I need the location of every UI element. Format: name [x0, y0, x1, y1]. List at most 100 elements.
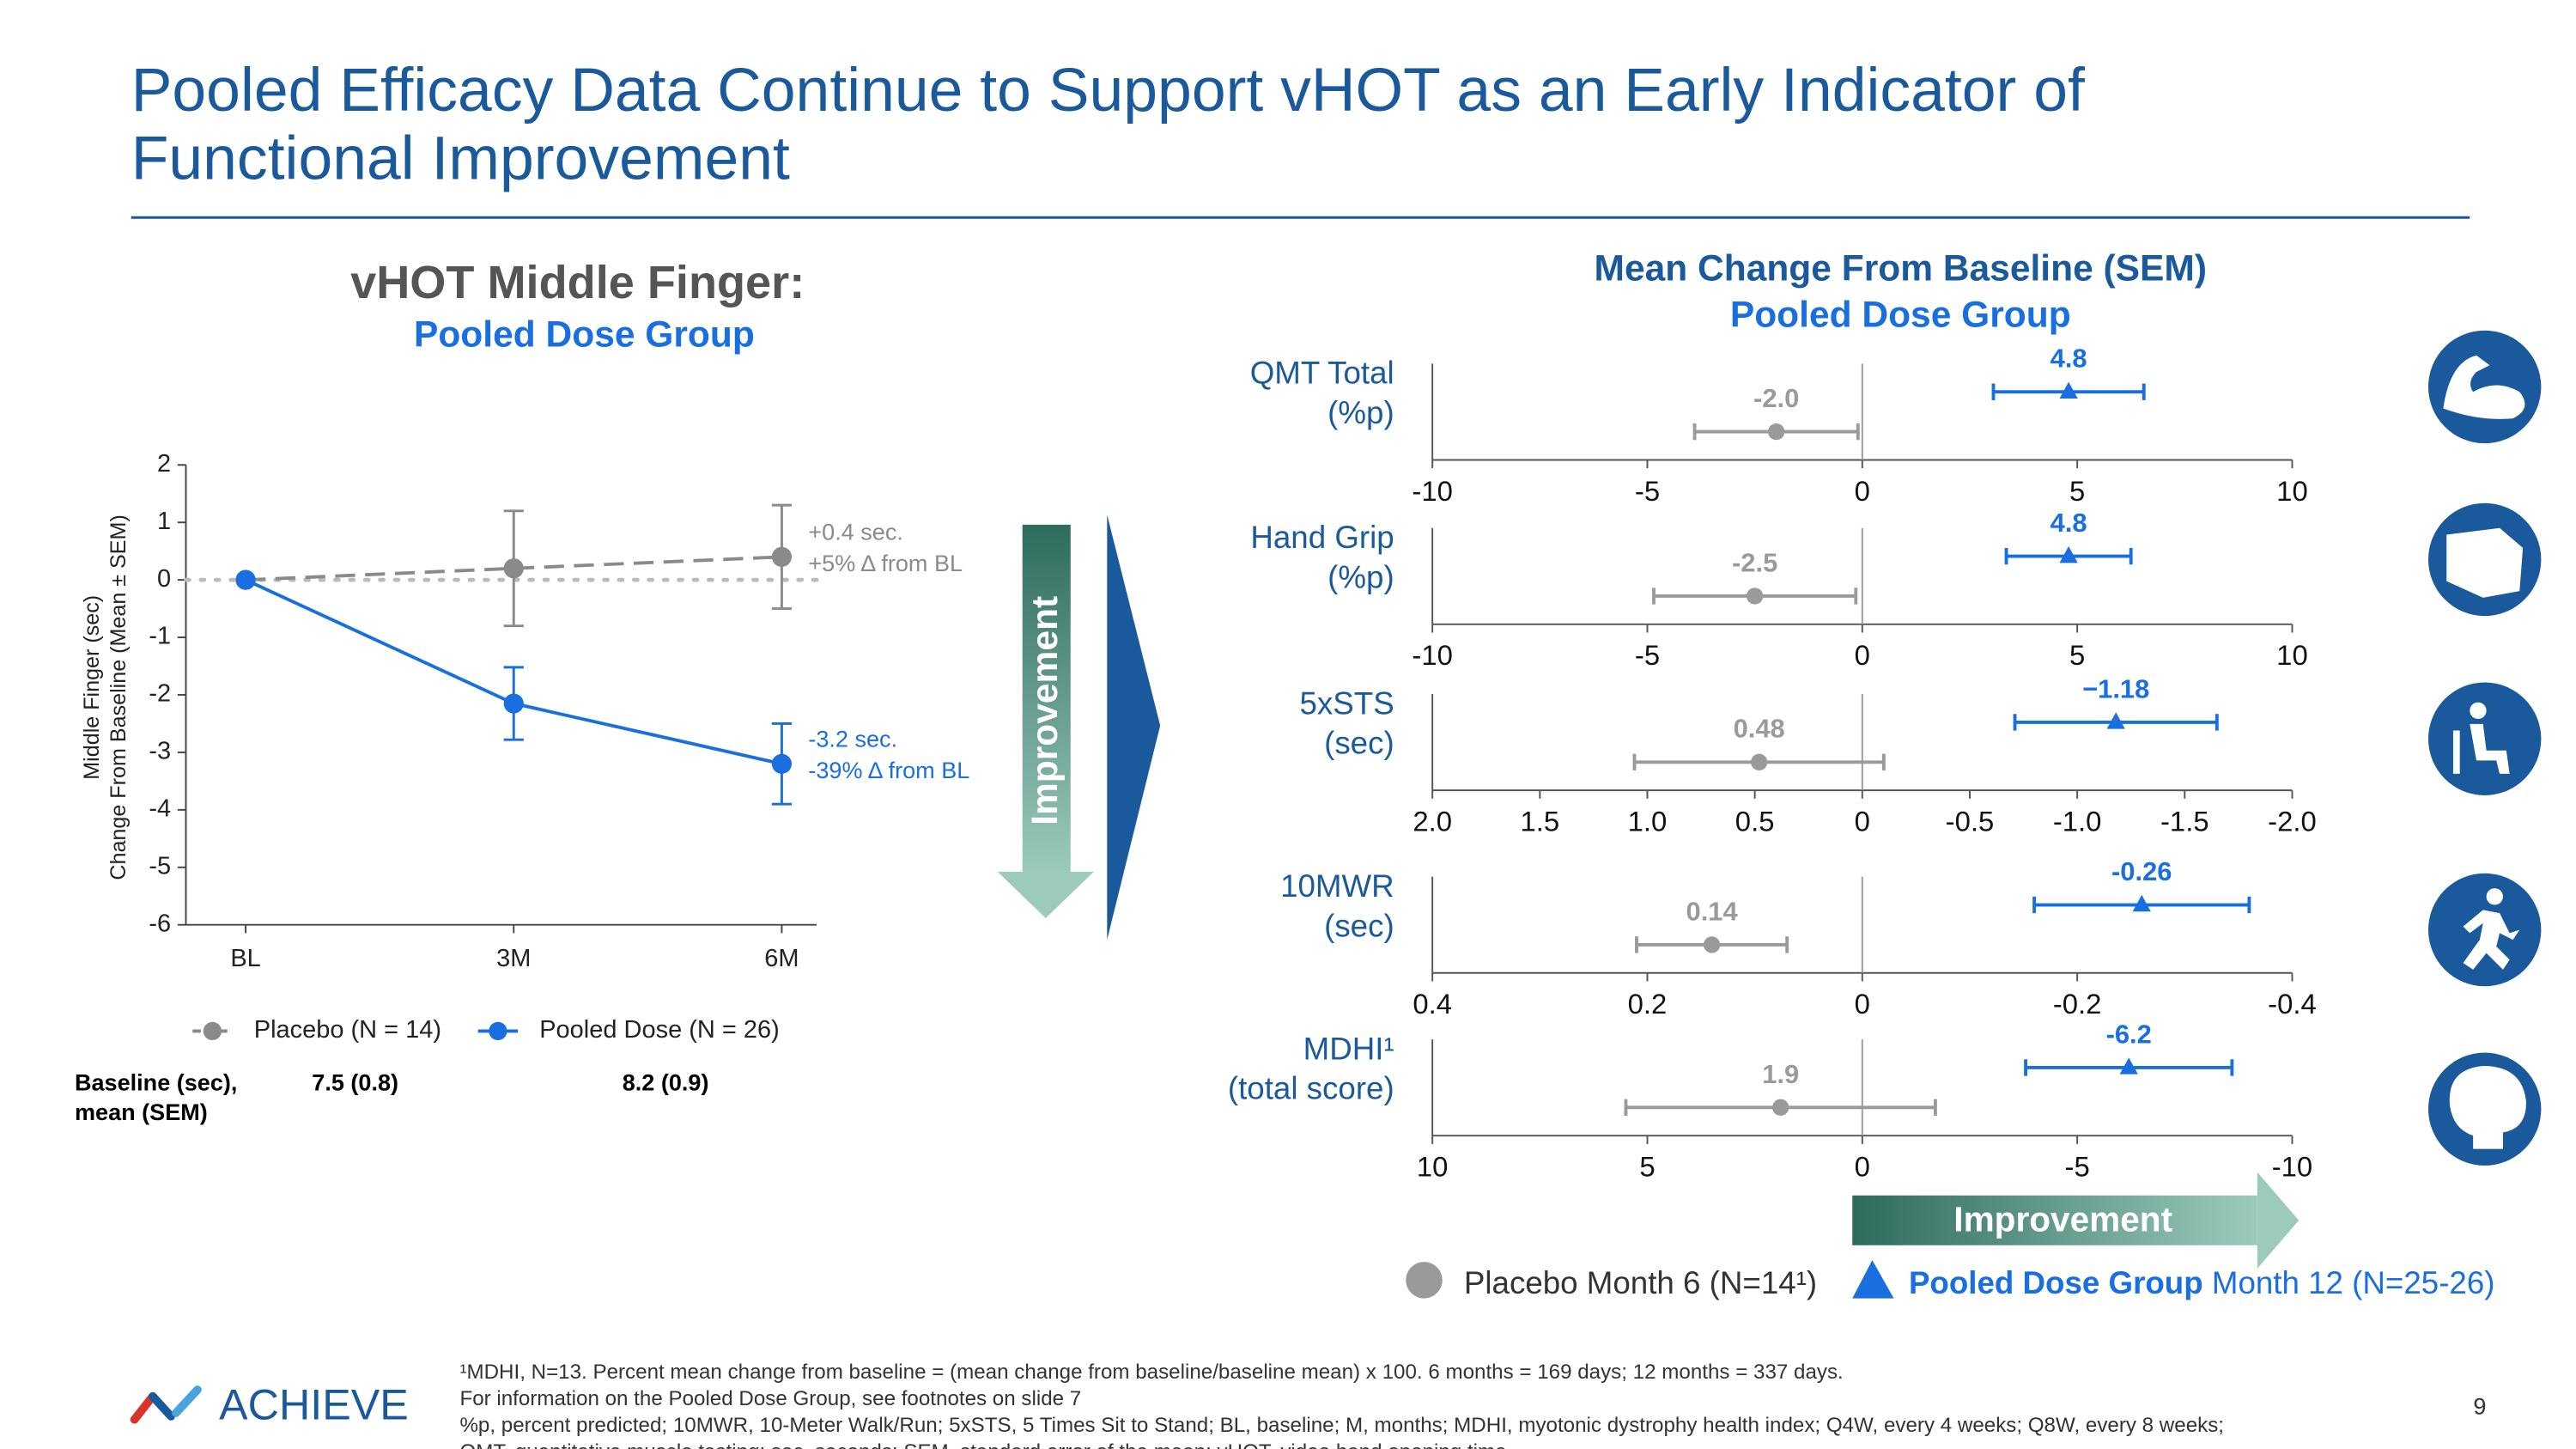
data-point	[771, 546, 793, 567]
y-tick-label: -2	[149, 680, 171, 708]
x-tick-label: -10	[1412, 639, 1453, 671]
y-axis-label: Change From Baseline (Mean ± SEM)	[106, 514, 131, 880]
icon-glyph	[2443, 355, 2525, 419]
x-tick-label: 5	[1639, 1151, 1655, 1183]
baseline-value: 8.2 (0.9)	[623, 1069, 709, 1095]
logo-text: ACHIEVE	[219, 1380, 409, 1428]
footnote: QMT, quantitative muscle testing; sec, s…	[459, 1440, 1512, 1449]
x-tick-label: 0	[1855, 475, 1870, 507]
panel-label: 5xSTS	[1300, 685, 1394, 721]
x-tick-label: BL	[230, 945, 260, 972]
x-tick-label: 0	[1855, 639, 1870, 671]
slide-title: Pooled Efficacy Data Continue to Support…	[131, 56, 2085, 125]
page-number: 9	[2473, 1393, 2486, 1419]
slide-title: Functional Improvement	[131, 124, 790, 192]
y-tick-label: 2	[157, 450, 171, 478]
improvement-arrow	[1022, 524, 1071, 874]
chart-title: vHOT Middle Finger:	[350, 257, 805, 308]
x-tick-label: -5	[1635, 639, 1660, 671]
data-point	[1768, 423, 1785, 441]
y-tick-label: 1	[157, 508, 171, 535]
footnote: For information on the Pooled Dose Group…	[459, 1387, 1081, 1410]
data-point	[2059, 381, 2078, 399]
x-tick-label: -0.4	[2268, 988, 2317, 1020]
annotation: -39% Δ from BL	[808, 758, 969, 783]
improvement-arrow-head	[2257, 1172, 2300, 1269]
y-tick-label: -6	[149, 910, 171, 937]
logo-mark	[172, 1385, 202, 1417]
y-tick-label: -4	[149, 795, 171, 823]
legend-marker	[1852, 1260, 1894, 1299]
icon-glyph	[2486, 888, 2503, 905]
y-tick-label: 0	[157, 565, 171, 593]
x-tick-label: -2.0	[2268, 805, 2317, 837]
data-point	[771, 753, 793, 774]
legend-marker	[203, 1021, 222, 1041]
x-tick-label: -5	[2065, 1151, 2090, 1183]
panel-label: QMT Total	[1250, 356, 1394, 391]
baseline-value: 7.5 (0.8)	[312, 1069, 398, 1095]
x-tick-label: 0	[1855, 805, 1870, 837]
improvement-arrow	[1852, 1195, 2257, 1245]
x-tick-label: -5	[1635, 475, 1660, 507]
panel-label: (total score)	[1228, 1071, 1394, 1106]
x-tick-label: 5	[2069, 475, 2085, 507]
data-label: 4.8	[2050, 344, 2087, 374]
icons	[2427, 330, 2542, 1166]
x-tick-label: 10	[2276, 475, 2308, 507]
data-label: 1.9	[1762, 1059, 1799, 1089]
baseline-label: mean (SEM)	[75, 1099, 208, 1125]
data-label: -0.26	[2111, 856, 2172, 886]
data-point	[235, 569, 256, 590]
data-label: 0.14	[1686, 896, 1739, 926]
chevron	[1107, 514, 1161, 941]
data-point	[2119, 1057, 2138, 1075]
y-tick-label: -1	[149, 623, 171, 650]
footnote: ¹MDHI, N=13. Percent mean change from ba…	[459, 1361, 1843, 1384]
improvement-label: Improvement	[1953, 1199, 2172, 1239]
x-tick-label: -1.5	[2160, 805, 2209, 837]
y-tick-label: -5	[149, 852, 171, 880]
panel-label: Hand Grip	[1250, 520, 1394, 555]
panel-label: (sec)	[1324, 908, 1394, 943]
x-tick-label: 10	[1417, 1151, 1449, 1183]
annotation: +0.4 sec.	[808, 519, 903, 545]
x-tick-label: 0.4	[1413, 988, 1452, 1020]
panel-label: MDHI¹	[1303, 1031, 1394, 1066]
legend-label: Pooled Dose (N = 26)	[539, 1016, 780, 1044]
panel-label: (%p)	[1327, 559, 1394, 594]
x-tick-label: 0	[1855, 988, 1870, 1020]
data-point	[2132, 894, 2151, 912]
x-tick-label: -0.5	[1946, 805, 1995, 837]
data-point	[1772, 1099, 1789, 1117]
data-label: -2.0	[1753, 383, 1799, 413]
legend-note: Month 12 (N=25-26)	[2212, 1265, 2495, 1300]
legend-marker	[1406, 1262, 1443, 1299]
data-label: -6.2	[2106, 1019, 2152, 1049]
x-tick-label: 0.5	[1735, 805, 1775, 837]
panel-label: 10MWR	[1280, 868, 1394, 904]
data-point	[1750, 753, 1768, 770]
annotation: -3.2 sec.	[808, 726, 897, 752]
annotation: +5% Δ from BL	[808, 551, 963, 576]
x-tick-label: -10	[2272, 1151, 2313, 1183]
chart-subtitle: Pooled Dose Group	[1730, 295, 2071, 335]
baseline-label: Baseline (sec),	[75, 1069, 237, 1095]
data-label: -2.5	[1732, 547, 1777, 577]
chart-subtitle: Pooled Dose Group	[414, 315, 755, 356]
x-tick-label: 1.5	[1520, 805, 1559, 837]
legend-marker	[489, 1021, 507, 1041]
icon-glyph	[2470, 702, 2487, 720]
data-point	[503, 558, 524, 579]
improvement-label: Improvement	[1025, 596, 1066, 825]
data-label: −1.18	[2082, 673, 2149, 703]
x-tick-label: 2.0	[1413, 805, 1452, 837]
chart-title: Mean Change From Baseline (SEM)	[1595, 248, 2207, 289]
x-tick-label: 3M	[496, 945, 531, 972]
x-tick-label: 1.0	[1628, 805, 1668, 837]
y-axis-label: Middle Finger (sec)	[80, 595, 104, 780]
y-tick-label: -3	[149, 738, 171, 765]
x-tick-label: 0.2	[1628, 988, 1668, 1020]
data-point	[1746, 588, 1764, 605]
